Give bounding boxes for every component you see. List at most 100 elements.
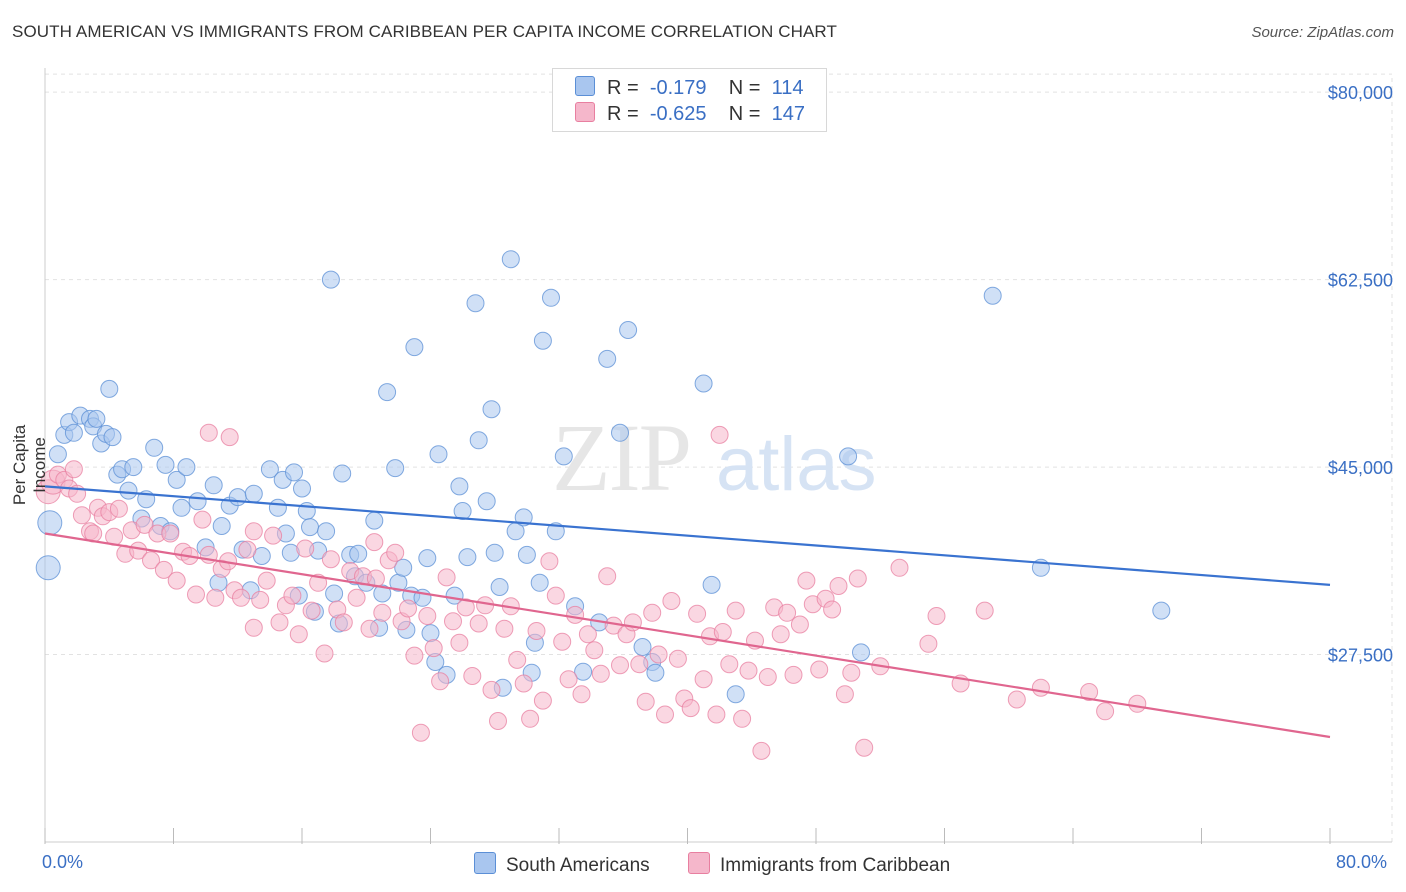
point-south-americans [321, 270, 340, 289]
point-caribbean [199, 423, 218, 442]
bottom-legend-south-americans: South Americans [474, 852, 650, 877]
point-caribbean [220, 428, 239, 447]
point-south-americans [852, 643, 870, 662]
point-south-americans [485, 543, 504, 562]
point-caribbean [450, 633, 469, 652]
point-caribbean [321, 550, 340, 569]
point-south-americans [228, 488, 247, 507]
point-south-americans [204, 476, 223, 495]
point-caribbean [334, 613, 353, 632]
legend-r-label: R = [607, 103, 639, 125]
point-caribbean [142, 551, 160, 570]
point-caribbean [611, 656, 629, 675]
point-caribbean [630, 655, 649, 674]
point-south-americans [983, 286, 1002, 305]
y-axis-label: Per Capita Income [10, 424, 49, 506]
point-caribbean [64, 460, 83, 479]
point-caribbean [919, 634, 938, 653]
point-caribbean [437, 568, 456, 587]
point-south-americans [301, 518, 319, 537]
point-caribbean [578, 625, 597, 644]
point-south-americans [702, 575, 721, 594]
point-caribbean [264, 526, 283, 545]
point-caribbean [418, 607, 437, 625]
point-caribbean [109, 499, 128, 518]
bottom-legend-label: Immigrants from Caribbean [720, 855, 951, 876]
point-caribbean [797, 571, 816, 590]
point-caribbean [315, 644, 334, 663]
point-caribbean [559, 670, 578, 689]
point-south-americans [188, 492, 207, 511]
point-caribbean [975, 601, 994, 620]
bottom-legend-label: South Americans [506, 855, 650, 876]
bottom-legend-caribbean: Immigrants from Caribbean [688, 852, 950, 877]
point-caribbean [424, 639, 443, 658]
point-south-americans [64, 423, 83, 442]
point-south-americans [598, 349, 617, 368]
point-south-americans [574, 662, 593, 681]
point-caribbean [232, 588, 250, 607]
chart-title: SOUTH AMERICAN VS IMMIGRANTS FROM CARIBB… [12, 22, 837, 41]
point-south-americans [646, 663, 665, 682]
point-caribbean [739, 661, 758, 680]
point-caribbean [598, 567, 617, 586]
point-caribbean [572, 685, 591, 704]
point-caribbean [823, 600, 842, 619]
point-south-americans [418, 549, 437, 568]
point-south-americans [378, 383, 397, 402]
watermark-zip: ZIP [552, 404, 690, 511]
point-south-americans [477, 492, 496, 511]
point-caribbean [495, 619, 514, 638]
point-caribbean [1096, 702, 1115, 721]
trend-lines [44, 485, 1331, 739]
point-south-americans [554, 447, 573, 466]
legend-r-label: R = [607, 77, 639, 99]
point-south-americans [839, 447, 858, 466]
point-south-americans [48, 445, 67, 464]
point-caribbean [855, 738, 874, 757]
point-south-americans [546, 522, 565, 541]
point-caribbean [927, 607, 946, 625]
point-south-americans [325, 584, 344, 603]
legend-row-south-americans: R = -0.179 N = 114 [575, 76, 803, 100]
point-caribbean [649, 645, 668, 664]
point-caribbean [167, 571, 186, 590]
point-south-americans [260, 460, 279, 479]
bottom-legend-swatch [688, 852, 710, 874]
legend-swatch-caribbean [575, 102, 595, 122]
point-caribbean [302, 601, 321, 620]
point-caribbean [365, 533, 384, 552]
point-caribbean [848, 569, 867, 588]
point-caribbean [810, 660, 829, 679]
point-caribbean [373, 603, 392, 622]
legend-row-caribbean: R = -0.625 N = 147 [575, 102, 805, 126]
point-caribbean [733, 709, 752, 728]
point-caribbean [713, 623, 732, 641]
point-caribbean [444, 612, 462, 631]
point-caribbean [456, 598, 475, 617]
point-caribbean [527, 622, 546, 640]
point-south-americans [450, 477, 469, 496]
point-south-americans [469, 431, 488, 450]
point-caribbean [681, 699, 700, 718]
point-caribbean [636, 692, 655, 711]
watermark: ZIP atlas [552, 404, 877, 511]
point-caribbean [463, 667, 482, 685]
point-south-americans [421, 624, 440, 643]
point-south-americans [394, 558, 413, 577]
correlation-legend: R = -0.179 N = 114 R = -0.625 N = 147 [552, 68, 827, 132]
point-caribbean [72, 506, 91, 525]
point-south-americans [619, 321, 638, 339]
x-tick-max: 80.0% [1336, 852, 1388, 872]
point-caribbean [585, 641, 604, 660]
point-south-americans [490, 578, 509, 596]
point-caribbean [270, 613, 289, 632]
point-caribbean [296, 539, 315, 558]
point-caribbean [668, 649, 687, 668]
point-caribbean [546, 586, 565, 605]
point-south-americans [244, 484, 263, 503]
point-caribbean [688, 604, 707, 623]
point-caribbean [244, 522, 263, 541]
point-south-americans [1152, 601, 1171, 620]
point-caribbean [482, 680, 501, 699]
